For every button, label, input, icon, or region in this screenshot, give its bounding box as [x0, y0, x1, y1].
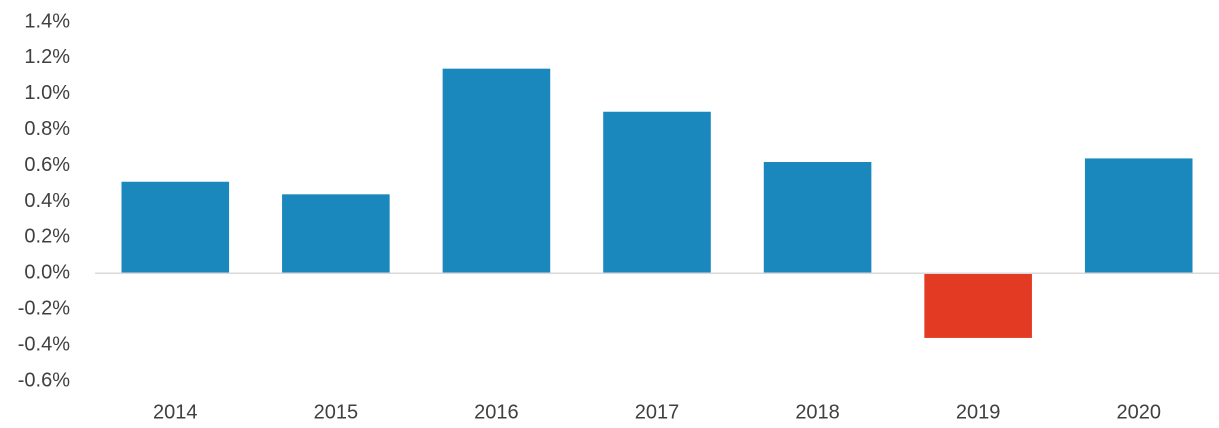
- y-tick-label: 1.4%: [24, 10, 70, 32]
- bar: [121, 181, 230, 274]
- x-tick-label: 2015: [314, 401, 359, 423]
- bar: [282, 194, 390, 274]
- y-tick-label: 0.6%: [24, 154, 70, 176]
- y-tick-label: -0.2%: [18, 297, 70, 319]
- y-tick-label: 1.0%: [24, 82, 70, 104]
- x-tick-label: 2017: [635, 401, 680, 423]
- y-tick-label: 1.2%: [24, 46, 70, 68]
- y-tick-label: -0.6%: [18, 369, 70, 391]
- bar: [924, 273, 1032, 338]
- bar: [442, 68, 551, 274]
- bar: [1084, 158, 1193, 274]
- bar: [603, 111, 711, 274]
- y-tick-label: 0.8%: [24, 118, 70, 140]
- x-tick-label: 2020: [1116, 401, 1161, 423]
- bar: [763, 162, 872, 274]
- x-tick-label: 2016: [474, 401, 519, 423]
- y-tick-label: -0.4%: [18, 333, 70, 355]
- y-tick-label: 0.0%: [24, 262, 70, 284]
- x-tick-label: 2018: [795, 401, 840, 423]
- x-tick-label: 2019: [956, 401, 1001, 423]
- y-tick-label: 0.2%: [24, 226, 70, 248]
- y-tick-label: 0.4%: [24, 190, 70, 212]
- x-tick-label: 2014: [153, 401, 198, 423]
